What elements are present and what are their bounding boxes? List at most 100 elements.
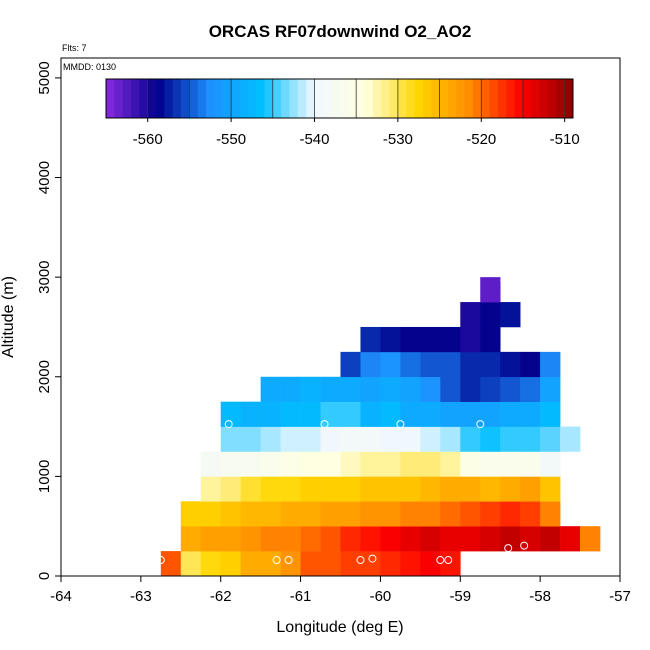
heatmap-cell <box>460 426 481 452</box>
heatmap-cell <box>420 401 441 427</box>
heatmap-cell <box>280 526 301 552</box>
heatmap-cell <box>520 451 541 477</box>
heatmap-cell <box>360 451 381 477</box>
heatmap-cell <box>520 376 541 402</box>
heatmap-cell <box>260 526 281 552</box>
colorbar-segment <box>431 79 440 118</box>
heatmap-cell <box>380 501 401 527</box>
heatmap-cell <box>300 426 321 452</box>
heatmap-cell <box>340 426 361 452</box>
heatmap-cell <box>400 426 421 452</box>
colorbar-segment <box>356 79 365 118</box>
colorbar-segment <box>181 79 190 118</box>
colorbar-segment <box>422 79 432 118</box>
y-tick-label: 1000 <box>36 460 53 493</box>
colorbar-segment <box>272 79 282 118</box>
heatmap-cell <box>500 476 521 502</box>
heatmap-cell <box>340 376 361 402</box>
heatmap-cell <box>440 526 461 552</box>
heatmap-cell <box>440 376 461 402</box>
y-tick-label: 3000 <box>36 260 53 293</box>
heatmap-cell <box>280 426 301 452</box>
heatmap-cell <box>240 401 261 427</box>
colorbar-segment <box>189 79 199 118</box>
colorbar-segment <box>472 79 482 118</box>
heatmap-cell <box>440 401 461 427</box>
colorbar-segment <box>497 79 507 118</box>
plot-frame <box>60 57 621 577</box>
colorbar-segment <box>406 79 415 118</box>
colorbar-segment <box>339 79 349 118</box>
sample-point <box>356 556 365 565</box>
heatmap-cell <box>560 426 581 452</box>
colorbar-segment <box>381 79 390 118</box>
heatmap-cell <box>300 526 321 552</box>
heatmap-cell <box>460 451 481 477</box>
colorbar-segment <box>322 79 332 118</box>
colorbar-segment <box>247 79 257 118</box>
colorbar-segment <box>206 79 215 118</box>
colorbar-segment <box>306 79 315 118</box>
colorbar-tick-label: -560 <box>133 131 163 148</box>
heatmap-cell <box>420 451 441 477</box>
heatmap-cell <box>260 451 281 477</box>
heatmap-cell <box>440 451 461 477</box>
sample-point <box>436 556 445 565</box>
heatmap-cell <box>160 551 182 577</box>
colorbar-segment <box>256 79 265 118</box>
colorbar-tick-label: -530 <box>383 131 413 148</box>
colorbar-segment <box>514 79 524 118</box>
heatmap-cell <box>540 476 561 502</box>
heatmap-cell <box>520 401 541 427</box>
heatmap-cell <box>500 426 521 452</box>
heatmap-cell <box>340 476 361 502</box>
heatmap-cell <box>560 526 581 552</box>
heatmap-cell <box>260 401 281 427</box>
heatmap-cell <box>320 401 341 427</box>
heatmap-cell <box>420 526 441 552</box>
colorbar-segment <box>439 79 449 118</box>
heatmap-cell <box>200 476 222 502</box>
heatmap-cell <box>240 551 261 577</box>
heatmap-cell <box>400 351 421 378</box>
y-tick-label: 5000 <box>36 61 53 94</box>
heatmap-cell <box>260 501 281 527</box>
heatmap-cell <box>540 351 561 378</box>
heatmap-cell <box>400 326 421 353</box>
heatmap-cell <box>400 451 421 477</box>
colorbar-segment <box>147 79 157 118</box>
colorbar-segment <box>397 79 407 118</box>
colorbar-segment <box>364 79 374 118</box>
heatmap-cell <box>480 526 501 552</box>
heatmap-cell <box>260 426 281 452</box>
x-tick-label: -64 <box>50 588 72 605</box>
heatmap-cell <box>340 401 361 427</box>
heatmap-cell <box>380 526 401 552</box>
heatmap-cell <box>280 451 301 477</box>
heatmap-cell <box>480 302 501 328</box>
heatmap-cell <box>220 426 241 452</box>
heatmap-cell <box>200 526 222 552</box>
heatmap-cell <box>300 401 321 427</box>
heatmap-cell <box>180 526 202 552</box>
heatmap-cell <box>480 376 501 402</box>
heatmap-cell <box>540 526 561 552</box>
heatmap-cell <box>480 351 501 378</box>
colorbar-segment <box>281 79 290 118</box>
colorbar-segment <box>222 79 232 118</box>
sample-point <box>320 420 329 429</box>
y-tick-label: 4000 <box>36 161 53 194</box>
colorbar-segment <box>297 79 307 118</box>
colorbar-segment <box>331 79 340 118</box>
colorbar-segment <box>531 79 541 118</box>
colorbar-segment <box>414 79 424 118</box>
colorbar-segment <box>556 79 566 118</box>
heatmap-cell <box>280 476 301 502</box>
heatmap-cell <box>220 401 241 427</box>
heatmap-cell <box>220 551 241 577</box>
heatmap-cell <box>400 401 421 427</box>
colorbar-segment <box>564 79 574 118</box>
x-tick-label: -58 <box>529 588 551 605</box>
heatmap-cell <box>340 551 361 577</box>
heatmap-cell <box>200 551 222 577</box>
